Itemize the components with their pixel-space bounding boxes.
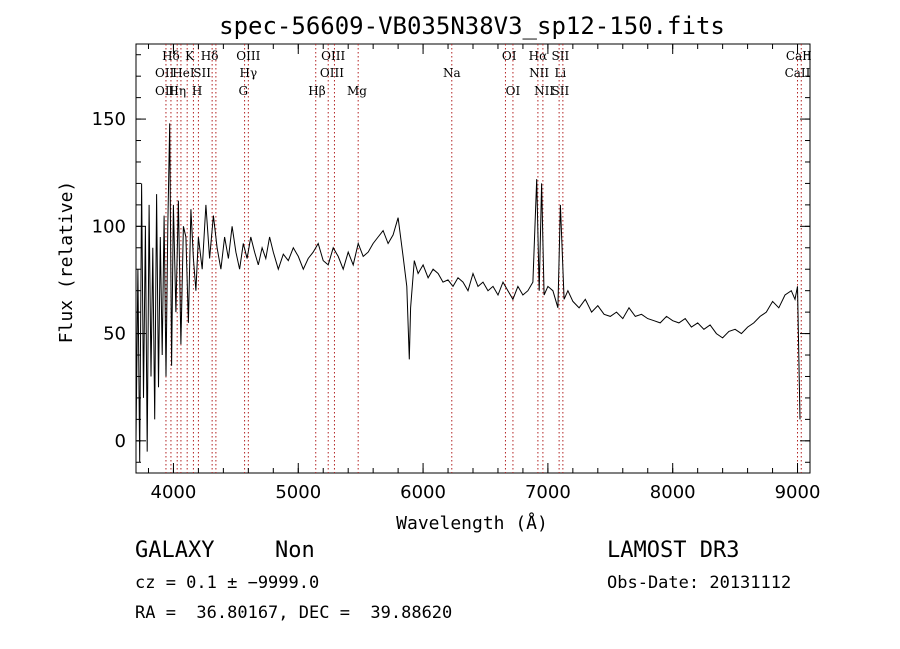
emission-line-label-1-8: CaII — [785, 66, 811, 80]
emission-line-label-0-0: Hδ — [162, 49, 180, 63]
x-tick-label-3: 7000 — [525, 482, 571, 503]
x-tick-label-4: 8000 — [650, 482, 696, 503]
emission-line-label-2-5: Mg — [347, 84, 367, 98]
redshift-cz: cz = 0.1 ± −9999.0 — [135, 573, 320, 593]
emission-line-label-2-3: G — [239, 84, 249, 98]
y-tick-label-3: 150 — [92, 109, 126, 130]
emission-line-label-1-1: HeI — [172, 66, 195, 80]
emission-line-label-2-1: Hη — [168, 84, 186, 98]
emission-line-label-0-5: OI — [502, 49, 517, 63]
y-tick-label-0: 0 — [115, 431, 126, 452]
y-axis-ticks: 0 50 100 150 — [92, 54, 810, 463]
emission-line-markers — [165, 44, 802, 473]
emission-line-label-1-4: OIII — [320, 66, 344, 80]
emission-line-label-1-2: SII — [193, 66, 211, 80]
object-subclass: Non — [275, 538, 315, 563]
emission-line-label-2-4: Hβ — [308, 84, 325, 98]
x-axis-label: Wavelength (Å) — [396, 512, 548, 534]
emission-line-label-2-2: H — [192, 84, 202, 98]
x-tick-label-5: 9000 — [775, 482, 821, 503]
emission-line-label-2-7: NII — [534, 84, 554, 98]
emission-line-label-2-0: OII — [155, 84, 175, 98]
emission-line-label-0-4: OIII — [321, 49, 345, 63]
x-tick-label-1: 5000 — [275, 482, 321, 503]
survey-name: LAMOST DR3 — [607, 538, 740, 563]
object-class: GALAXY — [135, 538, 215, 563]
emission-line-label-1-6: NII — [529, 66, 549, 80]
emission-line-label-0-2: Hδ — [201, 49, 219, 63]
emission-line-label-2-8: SII — [552, 84, 570, 98]
y-tick-label-2: 100 — [92, 216, 126, 237]
emission-line-label-0-1: K — [185, 49, 195, 63]
emission-line-label-1-3: Hγ — [240, 66, 258, 80]
y-axis-label: Flux (relative) — [56, 181, 77, 344]
emission-line-label-0-8: CaII — [786, 49, 812, 63]
ra-dec-coordinates: RA = 36.80167, DEC = 39.88620 — [135, 603, 453, 623]
emission-line-label-0-7: SII — [552, 49, 570, 63]
emission-line-label-2-6: OI — [506, 84, 521, 98]
chart-title: spec-56609-VB035N38V3_sp12-150.fits — [219, 12, 725, 40]
emission-line-label-1-0: OII — [155, 66, 175, 80]
emission-line-label-0-6: Hα — [529, 49, 548, 63]
emission-line-label-1-7: Li — [554, 66, 566, 80]
emission-line-label-1-5: Na — [443, 66, 461, 80]
x-axis-ticks: 4000 5000 6000 7000 8000 9000 — [147, 44, 821, 503]
emission-line-label-0-3: OIII — [236, 49, 260, 63]
x-tick-label-0: 4000 — [151, 482, 197, 503]
x-tick-label-2: 6000 — [400, 482, 446, 503]
flux-series-line — [135, 123, 801, 463]
y-tick-label-1: 50 — [103, 324, 126, 345]
spectrum-chart: spec-56609-VB035N38V3_sp12-150.fits Hδ K H… — [56, 12, 821, 534]
observation-date: Obs-Date: 20131112 — [607, 573, 792, 593]
